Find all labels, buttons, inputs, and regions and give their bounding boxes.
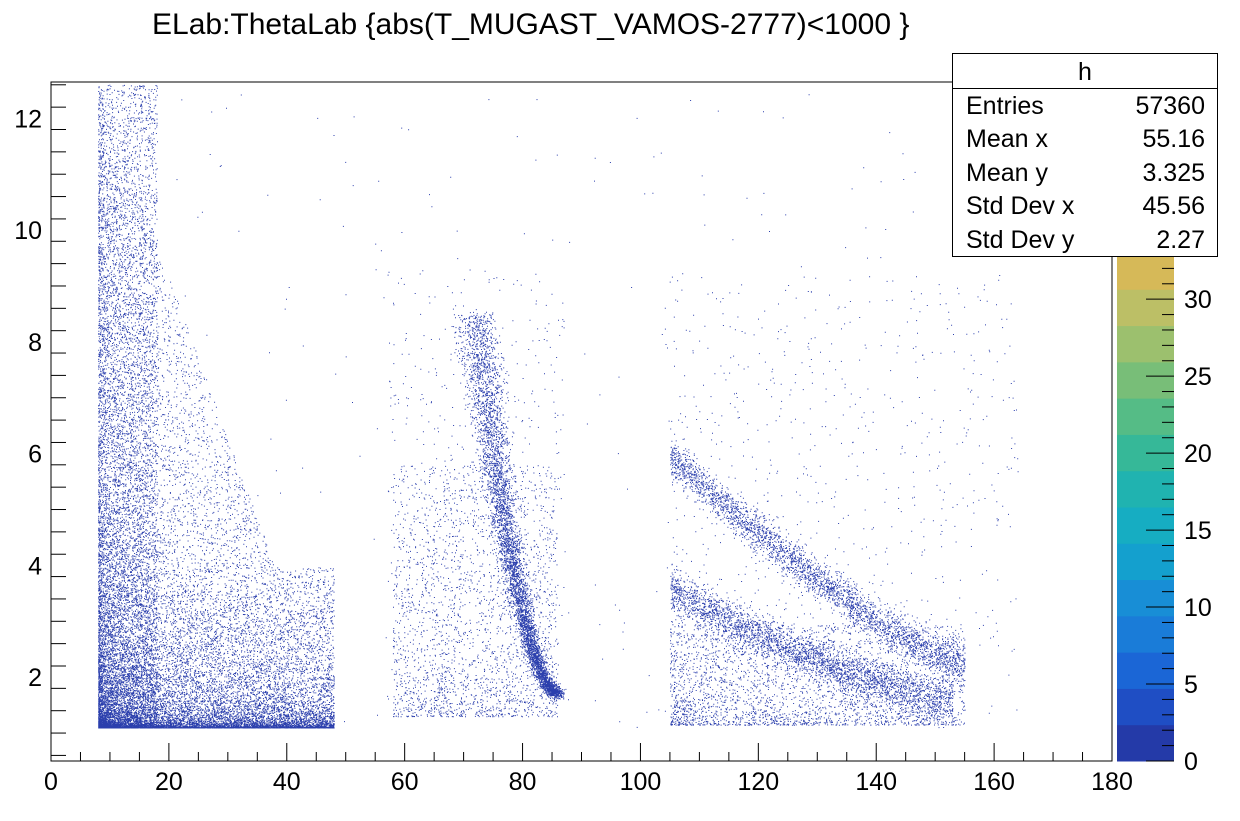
colorbar-tick-label: 20: [1184, 440, 1212, 468]
x-tick-label: 40: [273, 768, 301, 796]
color-scale-segment: [1117, 724, 1174, 762]
x-tick-label: 180: [1091, 768, 1133, 796]
x-tick-label: 80: [509, 768, 537, 796]
color-palette-axis: 0 5 10 15 20 25 30: [1117, 252, 1212, 776]
chart-title: ELab:ThetaLab {abs(T_MUGAST_VAMOS-2777)<…: [152, 8, 910, 41]
x-tick-label: 20: [155, 768, 183, 796]
color-scale-segment: [1117, 543, 1174, 581]
y-tick-label: 4: [28, 552, 42, 580]
stats-row-mean-y: Mean y 3.325: [953, 156, 1217, 189]
x-tick-label: 160: [973, 768, 1015, 796]
stats-value: 3.325: [1142, 158, 1205, 187]
statistics-box[interactable]: h Entries 57360 Mean x 55.16 Mean y 3.32…: [952, 53, 1218, 257]
color-scale-segment: [1117, 507, 1174, 544]
colorbar-tick-label: 5: [1184, 671, 1198, 699]
stats-value: 45.56: [1142, 192, 1205, 221]
colorbar-tick-label: 0: [1184, 748, 1198, 776]
stats-value: 2.27: [1156, 225, 1205, 254]
scatter-points: [98, 84, 1019, 729]
y-tick-label: 8: [28, 329, 42, 357]
color-scale-segment: [1117, 652, 1174, 689]
color-scale-segment: [1117, 470, 1174, 508]
stats-label: Std Dev y: [966, 225, 1075, 254]
colorbar-tick-label: 25: [1184, 363, 1212, 391]
y-tick-label: 2: [28, 664, 42, 692]
stats-histogram-name: h: [953, 54, 1217, 89]
color-scale-segment: [1117, 688, 1174, 726]
stats-value: 55.16: [1142, 125, 1205, 154]
y-tick-label: 10: [14, 217, 42, 245]
scatter-cloud: [98, 84, 1019, 729]
color-scale-segment: [1117, 325, 1174, 363]
stats-label: Std Dev x: [966, 192, 1075, 221]
x-tick-label: 100: [620, 768, 662, 796]
stats-row-std-dev-y: Std Dev y 2.27: [953, 223, 1217, 256]
stats-row-std-dev-x: Std Dev x 45.56: [953, 189, 1217, 222]
stats-row-entries: Entries 57360: [953, 89, 1217, 122]
stats-label: Mean x: [966, 125, 1048, 154]
colorbar-tick-label: 30: [1184, 286, 1212, 314]
colorbar-tick-label: 10: [1184, 594, 1212, 622]
y-tick-label: 6: [28, 441, 42, 469]
x-tick-label: 140: [855, 768, 897, 796]
stats-label: Mean y: [966, 158, 1048, 187]
color-scale-segment: [1117, 615, 1174, 653]
color-scale-segment: [1117, 289, 1174, 327]
x-tick-label: 0: [44, 768, 58, 796]
colorbar-tick-label: 15: [1184, 517, 1212, 545]
color-scale-segment: [1117, 579, 1174, 617]
stats-value: 57360: [1135, 92, 1205, 120]
y-axis: 2 4 6 8 10 12: [14, 84, 66, 756]
stats-row-mean-x: Mean x 55.16: [953, 122, 1217, 155]
y-tick-label: 12: [14, 105, 42, 133]
x-axis: 0 20 40 60 80 100 120 140 160 180: [44, 743, 1133, 796]
x-tick-label: 120: [737, 768, 779, 796]
x-tick-label: 60: [391, 768, 419, 796]
color-scale-segment: [1117, 361, 1174, 399]
color-scale-segment: [1117, 398, 1174, 435]
stats-label: Entries: [966, 92, 1044, 120]
plot-frame: [50, 81, 1113, 762]
